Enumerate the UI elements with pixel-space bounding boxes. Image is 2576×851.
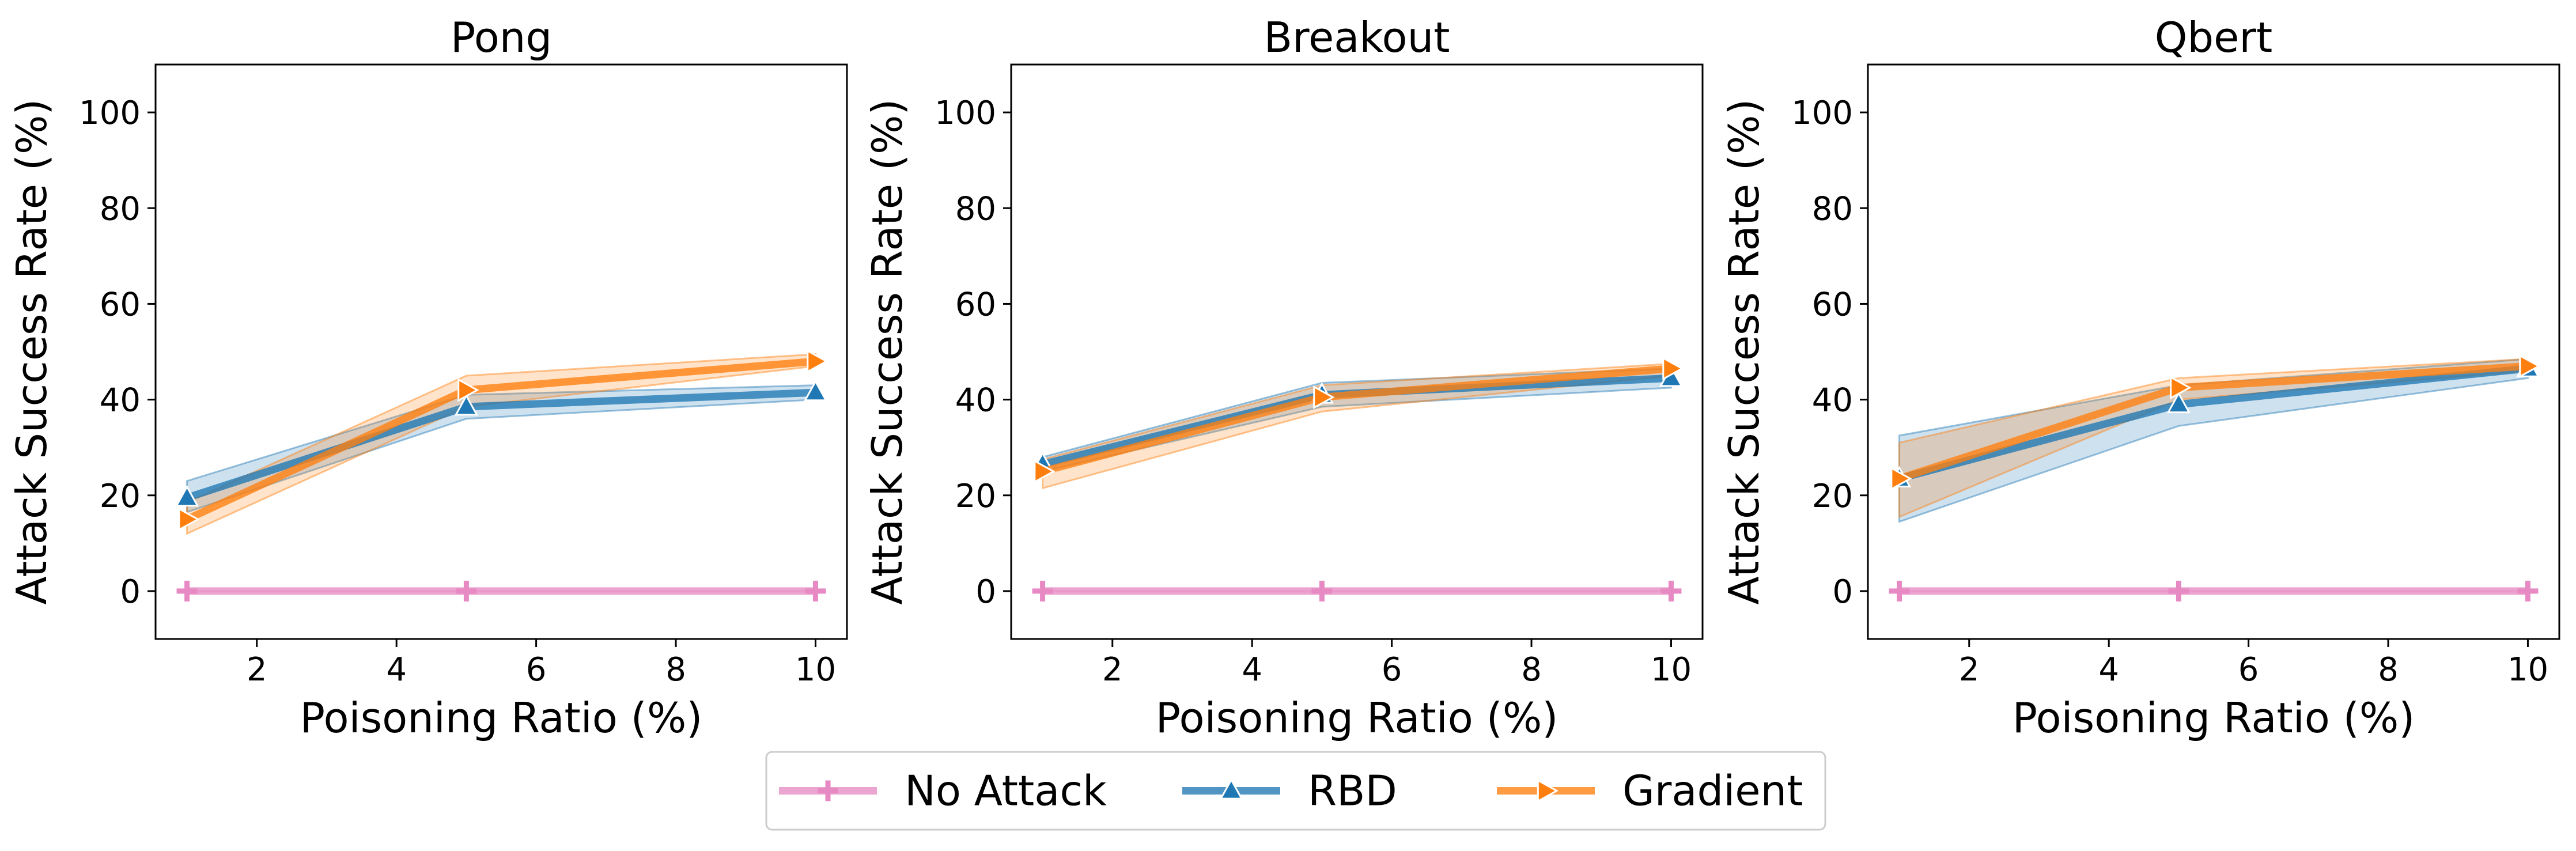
panel-breakout-point-gradient-1 (1313, 385, 1335, 410)
panel-breakout-ytick-label-1: 20 (955, 478, 996, 515)
panel-qbert-xtick-label-4: 10 (2507, 651, 2548, 689)
panel-breakout-point-gradient-0 (1034, 459, 1056, 483)
panel-breakout-frame (1010, 63, 1704, 640)
panel-qbert-point-gradient-1 (2170, 376, 2192, 400)
panel-pong-ytick-label-2: 40 (100, 382, 141, 419)
panel-breakout-xtick-label-0: 2 (1102, 651, 1123, 689)
panel-qbert-ytick-label-4: 80 (1812, 190, 1853, 228)
panel-breakout-xtick-label-3: 8 (1521, 651, 1542, 689)
panel-pong-xtick-label-3: 8 (665, 651, 686, 689)
panel-qbert-xtick-label-3: 8 (2378, 651, 2399, 689)
panel-breakout-ytick-label-3: 60 (955, 286, 996, 323)
panel-pong-ytick-label-5: 100 (79, 94, 141, 132)
panel-pong-xtick-label-2: 6 (526, 651, 547, 689)
panel-breakout-xtick-label-1: 4 (1242, 651, 1262, 689)
legend-entry-rbd: RBD (1182, 767, 1397, 815)
legend-entry-no-attack-marker (818, 780, 838, 801)
panel-pong-band-gradient (186, 353, 816, 535)
panel-pong-point-no-attack-2 (805, 580, 826, 602)
panel-qbert-point-rbd-1 (2166, 391, 2191, 414)
panel-qbert-xtick-label-0: 2 (1959, 651, 1980, 689)
legend: No Attack RBD Gradient (765, 751, 1826, 831)
panel-pong-point-gradient-0 (178, 507, 200, 531)
panel-pong-ytick-label-3: 60 (100, 286, 141, 323)
panel-qbert-point-gradient-2 (2519, 354, 2541, 379)
panel-qbert-xlabel: Poisoning Ratio (%) (2013, 694, 2415, 742)
legend-entry-no-attack-label: No Attack (905, 767, 1107, 815)
panel-qbert-title: Qbert (2155, 13, 2273, 62)
panel-pong-point-gradient-1 (457, 378, 479, 402)
panel-pong-point-rbd-0 (175, 485, 199, 507)
panel-pong-xtick-label-1: 4 (386, 651, 407, 689)
panel-pong-ylabel: Attack Success Rate (%) (7, 99, 56, 604)
panel-qbert-ytick-label-2: 40 (1812, 382, 1853, 419)
legend-box (765, 751, 1826, 831)
panel-pong-point-no-attack-0 (176, 580, 198, 602)
panel-pong-frame (154, 63, 848, 640)
panel-qbert-ylabel: Attack Success Rate (%) (1720, 99, 1768, 604)
panel-pong-point-gradient-2 (807, 349, 829, 373)
panel-breakout-point-no-attack-2 (1660, 580, 1682, 602)
panel-pong-point-rbd-1 (454, 394, 478, 416)
panel-breakout-xtick-label-2: 6 (1382, 651, 1402, 689)
panel-pong-xlabel: Poisoning Ratio (%) (300, 694, 703, 742)
panel-pong-point-no-attack-1 (456, 580, 477, 602)
legend-entry-no-attack: No Attack (779, 767, 1107, 815)
panel-qbert-ytick-label-0: 0 (1832, 573, 1853, 611)
legend-entry-rbd-label: RBD (1308, 767, 1397, 815)
panel-qbert-point-no-attack-0 (1889, 580, 1910, 602)
panel-breakout-ytick-label-2: 40 (955, 382, 996, 419)
panel-qbert-ytick-label-1: 20 (1812, 478, 1853, 515)
panel-pong-xtick-label-4: 10 (795, 651, 836, 689)
legend-entry-gradient: Gradient (1497, 767, 1803, 815)
panel-breakout-point-no-attack-0 (1032, 580, 1053, 602)
panel-breakout-title: Breakout (1264, 13, 1450, 62)
panel-breakout-ylabel: Attack Success Rate (%) (863, 99, 911, 604)
panel-breakout-xtick-label-4: 10 (1651, 651, 1692, 689)
panel-breakout-ytick-label-4: 80 (955, 190, 996, 228)
panel-pong-xtick-label-0: 2 (247, 651, 267, 689)
legend-entry-gradient-label: Gradient (1622, 767, 1803, 815)
panel-qbert-frame (1867, 63, 2560, 640)
panel-pong-ytick-label-1: 20 (100, 478, 141, 515)
panel-breakout-ytick-label-0: 0 (975, 573, 996, 611)
legend-entry-rbd-marker (1219, 778, 1243, 800)
panel-breakout-point-gradient-2 (1662, 356, 1684, 381)
panel-qbert-point-gradient-0 (1890, 467, 1912, 491)
panel-pong-ytick-label-0: 0 (120, 573, 141, 611)
panel-qbert-point-no-attack-2 (2517, 580, 2539, 602)
panel-qbert-xtick-label-2: 6 (2238, 651, 2259, 689)
panel-qbert-ytick-label-5: 100 (1791, 94, 1853, 132)
panel-qbert-xtick-label-1: 4 (2098, 651, 2119, 689)
panel-pong-line-gradient (185, 357, 816, 523)
legend-entry-gradient-marker (1537, 778, 1559, 803)
panel-qbert-point-no-attack-1 (2168, 580, 2189, 602)
panel-breakout-point-no-attack-1 (1311, 580, 1333, 602)
panel-pong-title: Pong (451, 13, 552, 62)
panel-qbert-ytick-label-3: 60 (1812, 286, 1853, 323)
panel-pong-point-rbd-2 (803, 380, 828, 402)
panel-breakout-xlabel: Poisoning Ratio (%) (1156, 694, 1559, 742)
panel-pong-ytick-label-4: 80 (100, 190, 141, 228)
panel-breakout-ytick-label-5: 100 (935, 94, 996, 132)
